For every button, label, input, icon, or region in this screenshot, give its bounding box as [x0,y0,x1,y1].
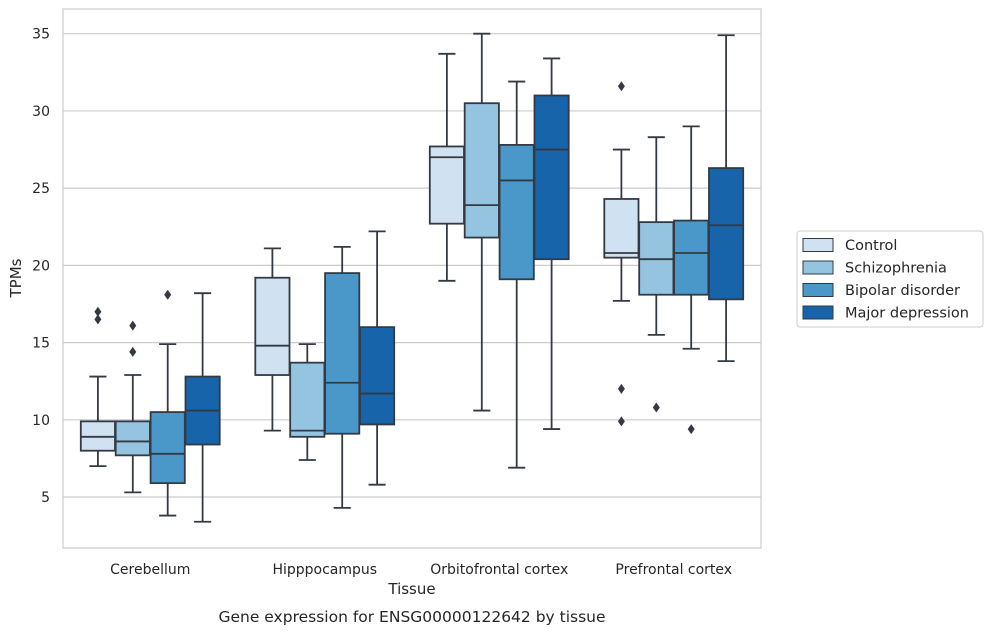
outlier-point [617,81,625,92]
x-tick-label: Orbitofrontal cortex [430,562,568,578]
outlier-point [94,306,102,317]
legend-label: Control [845,238,897,254]
legend-label: Schizophrenia [845,261,947,277]
legend-swatch [802,305,834,320]
y-tick-label: 10 [32,413,50,429]
plot-frame [62,8,762,549]
box [254,276,291,376]
legend-swatch [802,283,834,297]
x-tick-label: Cerebellum [110,562,190,578]
legend-label: Bipolar disorder [845,283,960,299]
box [149,411,186,485]
outlier-point [129,320,137,331]
box [673,219,710,296]
legend-frame [796,230,984,328]
legend-swatch [802,238,834,252]
legend-swatch [802,260,834,275]
box [324,272,361,435]
y-tick-label: 30 [32,104,50,120]
figure-caption: Gene expression for ENSG00000122642 by t… [218,608,605,626]
y-tick-label: 20 [32,258,50,274]
box [498,144,535,281]
outlier-point [617,383,625,394]
x-axis-label: Tissue [387,580,435,598]
outlier-point [652,402,660,413]
box-series [79,32,745,523]
outlier-point [617,416,625,427]
box [359,326,396,426]
outlier-point [94,314,102,325]
x-tick-label: Hipppocampus [272,562,377,578]
legend-label: Major depression [845,306,969,322]
outlier-point [687,424,695,435]
y-tick-label: 15 [32,336,50,352]
box [114,420,151,457]
outlier-point [129,346,137,357]
box [603,198,640,259]
x-tick-label: Prefrontal cortex [615,562,732,578]
y-tick-labels: 5 10 15 20 25 30 35 [32,27,50,506]
x-tick-labels: Cerebellum Hipppocampus Orbitofrontal cort… [110,562,732,578]
box [289,361,326,438]
box [533,94,570,261]
y-tick-label: 25 [32,181,50,197]
y-axis-label: TPMs [7,258,25,298]
box [708,167,745,301]
legend: Control Schizophrenia Bipolar disorder Majo… [796,230,984,328]
y-tick-label: 5 [41,490,50,506]
y-tick-label: 35 [32,27,50,43]
box [463,102,500,239]
outlier-point [164,289,172,300]
box [428,145,465,225]
